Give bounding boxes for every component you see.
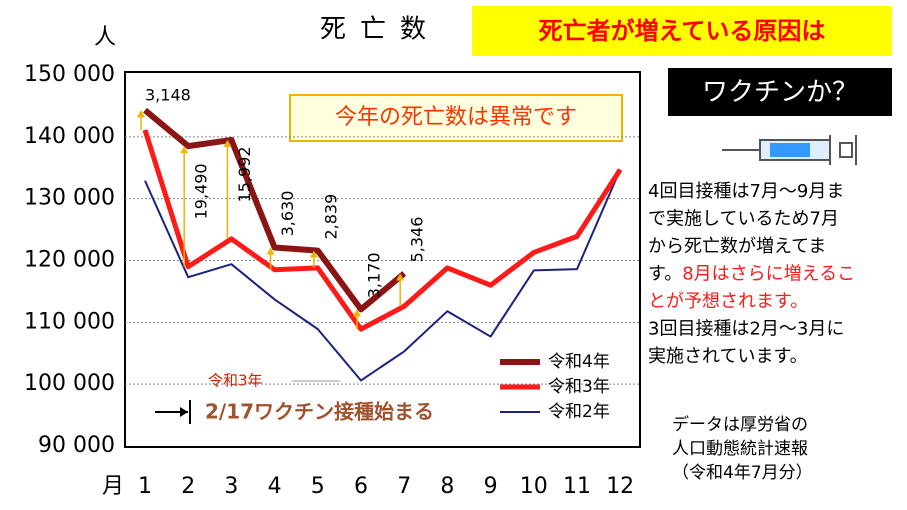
note-segment: とが予想されます。 xyxy=(648,291,808,312)
x-tick-label: 4 xyxy=(268,474,282,499)
legend-label: 令和3年 xyxy=(548,377,610,397)
difference-arrow-head xyxy=(223,139,232,147)
vaccine-arrow-head xyxy=(180,407,188,417)
vaccine-year: 令和3年 xyxy=(208,372,263,390)
note-segment: す。 xyxy=(648,264,682,285)
x-tick-label: 9 xyxy=(484,474,498,499)
note-segment: 8月はさらに増えるこ xyxy=(682,264,855,285)
x-tick-label: 5 xyxy=(311,474,325,499)
x-tick-label: 2 xyxy=(181,474,195,499)
vaccine-start: 2/17ワクチン接種始まる xyxy=(205,400,434,424)
y-tick-label: 130 000 xyxy=(24,186,115,211)
x-tick-label: 8 xyxy=(440,474,454,499)
difference-arrow-head xyxy=(309,250,318,258)
series-line xyxy=(143,107,407,313)
series-line xyxy=(142,129,623,332)
x-tick-label: 3 xyxy=(224,474,238,499)
x-tick-label: 10 xyxy=(520,474,548,499)
difference-arrow-head xyxy=(266,247,275,255)
x-tick-label: 12 xyxy=(606,474,634,499)
x-axis-label: 月 xyxy=(102,474,124,499)
note-line: 4回目接種は7月～9月ま xyxy=(648,181,844,202)
y-tick-label: 150 000 xyxy=(24,62,115,87)
note-segment: で実施しているため7月 xyxy=(648,209,839,230)
difference-arrow-head xyxy=(180,146,189,154)
difference-label: 5,346 xyxy=(408,217,427,263)
note-line: とが予想されます。 xyxy=(648,291,808,312)
y-tick-label: 110 000 xyxy=(24,309,115,334)
note-segment: 4回目接種は7月～9月ま xyxy=(648,181,844,202)
difference-arrow-head xyxy=(137,110,145,118)
note-line: で実施しているため7月 xyxy=(648,209,839,230)
difference-label: 3,148 xyxy=(145,86,191,105)
x-tick-label: 11 xyxy=(563,474,591,499)
question: ワクチンか？ xyxy=(702,78,858,108)
note-line: 実施されています。 xyxy=(648,346,808,367)
chart-title: 死亡数 xyxy=(320,15,440,45)
headline: 死亡者が増えている原因は xyxy=(539,17,826,45)
difference-arrow-head xyxy=(396,273,405,281)
callout-box xyxy=(289,94,623,142)
y-tick-label: 120 000 xyxy=(24,248,115,273)
x-tick-label: 7 xyxy=(397,474,411,499)
difference-label: 19,490 xyxy=(192,163,211,219)
note-segment: 3回目接種は2月～3月に xyxy=(648,319,844,340)
x-tick-label: 6 xyxy=(354,474,368,499)
difference-label: 3,630 xyxy=(278,191,297,237)
callout: 今年の死亡数は異常です xyxy=(335,105,577,130)
source-line: 人口動態統計速報 xyxy=(672,439,808,459)
difference-arrow-head xyxy=(353,309,361,317)
y-tick-label: 100 000 xyxy=(24,371,115,396)
headline-box xyxy=(472,6,892,56)
y-axis-label: 人 xyxy=(94,25,116,50)
legend-label: 令和4年 xyxy=(548,352,610,372)
syringe-icon xyxy=(722,135,857,165)
difference-label: 3,170 xyxy=(365,252,384,298)
difference-label: 2,839 xyxy=(321,194,340,240)
note-line: から死亡数が増えてま xyxy=(648,236,826,257)
difference-label: 15,992 xyxy=(235,146,254,202)
y-tick-label: 90 000 xyxy=(38,433,115,458)
series-line xyxy=(144,169,622,382)
note-line: 3回目接種は2月～3月に xyxy=(648,319,844,340)
note-segment: から死亡数が増えてま xyxy=(648,236,826,257)
source-line: データは厚労省の xyxy=(672,414,808,435)
x-tick-label: 1 xyxy=(138,474,152,499)
note-line: す。8月はさらに増えるこ xyxy=(648,264,855,285)
note-segment: 実施されています。 xyxy=(648,346,808,367)
question-box xyxy=(668,68,892,116)
source-line: （令和4年7月分） xyxy=(672,463,813,483)
legend-label: 令和2年 xyxy=(548,402,610,422)
y-tick-label: 140 000 xyxy=(24,124,115,149)
